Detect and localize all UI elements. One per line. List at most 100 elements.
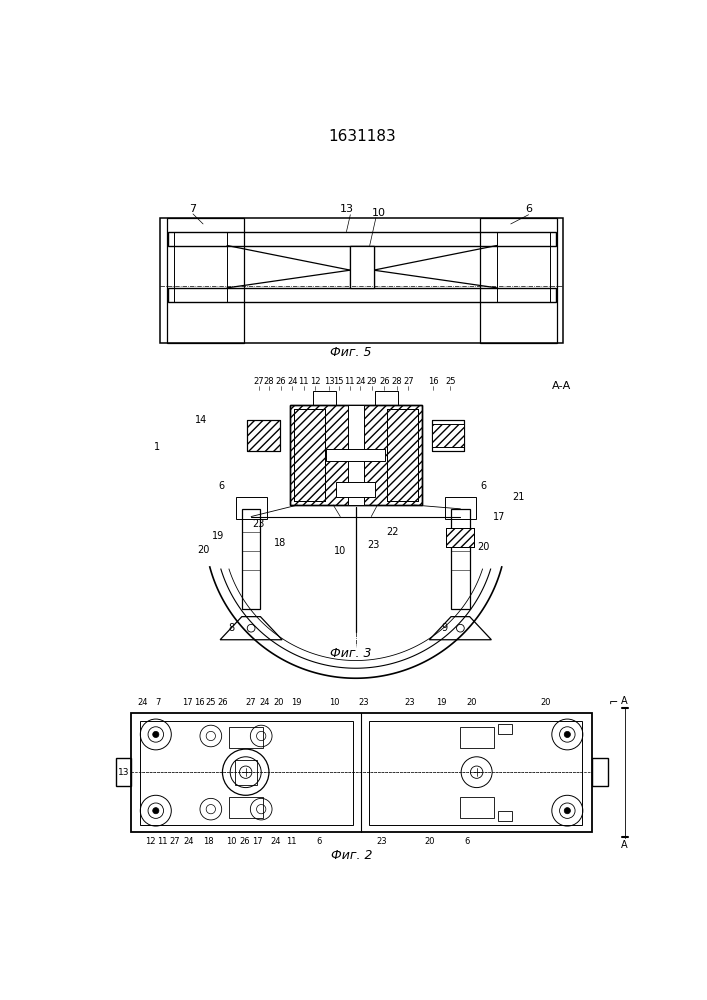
Text: 15: 15 — [334, 377, 344, 386]
Text: 16: 16 — [194, 698, 204, 707]
Text: 20: 20 — [424, 837, 435, 846]
Bar — [293, 409, 325, 501]
Bar — [247, 420, 280, 451]
Text: 6: 6 — [525, 204, 532, 214]
Text: 12: 12 — [310, 377, 321, 386]
Bar — [337, 482, 375, 497]
Text: 20: 20 — [467, 698, 477, 707]
Circle shape — [153, 731, 159, 738]
Text: 20: 20 — [477, 542, 490, 552]
Text: 18: 18 — [203, 837, 214, 846]
Text: 24: 24 — [184, 837, 194, 846]
Text: 21: 21 — [513, 492, 525, 502]
Bar — [387, 409, 418, 501]
Bar — [327, 449, 385, 461]
Text: 20: 20 — [197, 545, 209, 555]
Text: 23: 23 — [358, 698, 369, 707]
Text: 11: 11 — [344, 377, 355, 386]
Bar — [351, 246, 373, 288]
Text: 11: 11 — [286, 837, 297, 846]
Text: 6: 6 — [317, 837, 322, 846]
Bar — [446, 528, 474, 547]
Text: 25: 25 — [445, 377, 455, 386]
Bar — [290, 405, 421, 505]
Text: 25: 25 — [206, 698, 216, 707]
Text: 24: 24 — [137, 698, 148, 707]
Text: 6: 6 — [218, 481, 225, 491]
Bar — [351, 246, 373, 288]
Bar — [115, 758, 131, 786]
Bar — [235, 760, 257, 785]
Text: A: A — [621, 696, 628, 706]
Text: 6: 6 — [481, 481, 486, 491]
Bar — [498, 811, 513, 821]
Bar — [387, 409, 418, 501]
Bar — [293, 409, 325, 501]
Bar — [348, 405, 363, 505]
Text: 23: 23 — [404, 698, 415, 707]
Text: 13: 13 — [324, 377, 334, 386]
Text: 26: 26 — [240, 837, 250, 846]
Bar — [175, 246, 227, 288]
Bar — [131, 713, 592, 832]
Bar — [175, 288, 227, 302]
Text: А-А: А-А — [551, 381, 571, 391]
Text: 6: 6 — [464, 837, 469, 846]
Text: 8: 8 — [228, 623, 235, 633]
Text: 26: 26 — [379, 377, 390, 386]
Bar — [432, 420, 464, 451]
Text: 1631183: 1631183 — [328, 129, 396, 144]
Bar — [480, 218, 557, 343]
Text: 18: 18 — [274, 538, 287, 548]
Text: 17: 17 — [493, 512, 506, 522]
Bar — [290, 405, 421, 505]
Text: 24: 24 — [355, 377, 366, 386]
Text: 10: 10 — [329, 698, 340, 707]
Bar — [235, 497, 267, 519]
Text: ⌐: ⌐ — [608, 699, 618, 709]
Bar — [432, 420, 464, 451]
Text: 19: 19 — [291, 698, 301, 707]
Text: Фиг. 3: Фиг. 3 — [329, 647, 371, 660]
Bar — [432, 424, 464, 447]
Bar — [460, 797, 493, 818]
Text: 23: 23 — [252, 519, 265, 529]
Text: 10: 10 — [372, 208, 386, 218]
Bar — [497, 232, 549, 246]
Text: 22: 22 — [386, 527, 399, 537]
Circle shape — [564, 808, 571, 814]
Bar — [497, 246, 549, 288]
Text: 19: 19 — [212, 531, 225, 541]
Bar — [228, 797, 263, 818]
Bar — [446, 528, 474, 547]
Text: 11: 11 — [298, 377, 309, 386]
Text: 10: 10 — [226, 837, 237, 846]
Text: A: A — [621, 840, 628, 850]
Bar — [592, 758, 607, 786]
Bar — [168, 232, 556, 246]
Bar — [460, 727, 493, 748]
Text: 14: 14 — [194, 415, 207, 425]
Text: 27: 27 — [254, 377, 264, 386]
Bar — [451, 509, 469, 609]
Bar — [375, 391, 398, 405]
Bar — [497, 288, 549, 302]
Text: 27: 27 — [403, 377, 414, 386]
Text: 24: 24 — [287, 377, 298, 386]
Bar — [167, 218, 244, 343]
Text: 24: 24 — [260, 698, 270, 707]
Text: 13: 13 — [339, 204, 354, 214]
Text: 23: 23 — [376, 837, 387, 846]
Text: Фиг. 2: Фиг. 2 — [331, 849, 373, 862]
Bar — [175, 232, 227, 246]
Text: 27: 27 — [246, 698, 257, 707]
Bar — [432, 424, 464, 447]
Circle shape — [153, 808, 159, 814]
Bar — [369, 721, 582, 825]
Text: 28: 28 — [264, 377, 274, 386]
Bar — [228, 727, 263, 748]
Text: 28: 28 — [392, 377, 402, 386]
Text: 1: 1 — [153, 442, 160, 452]
Bar — [498, 724, 513, 734]
Text: 17: 17 — [252, 837, 262, 846]
